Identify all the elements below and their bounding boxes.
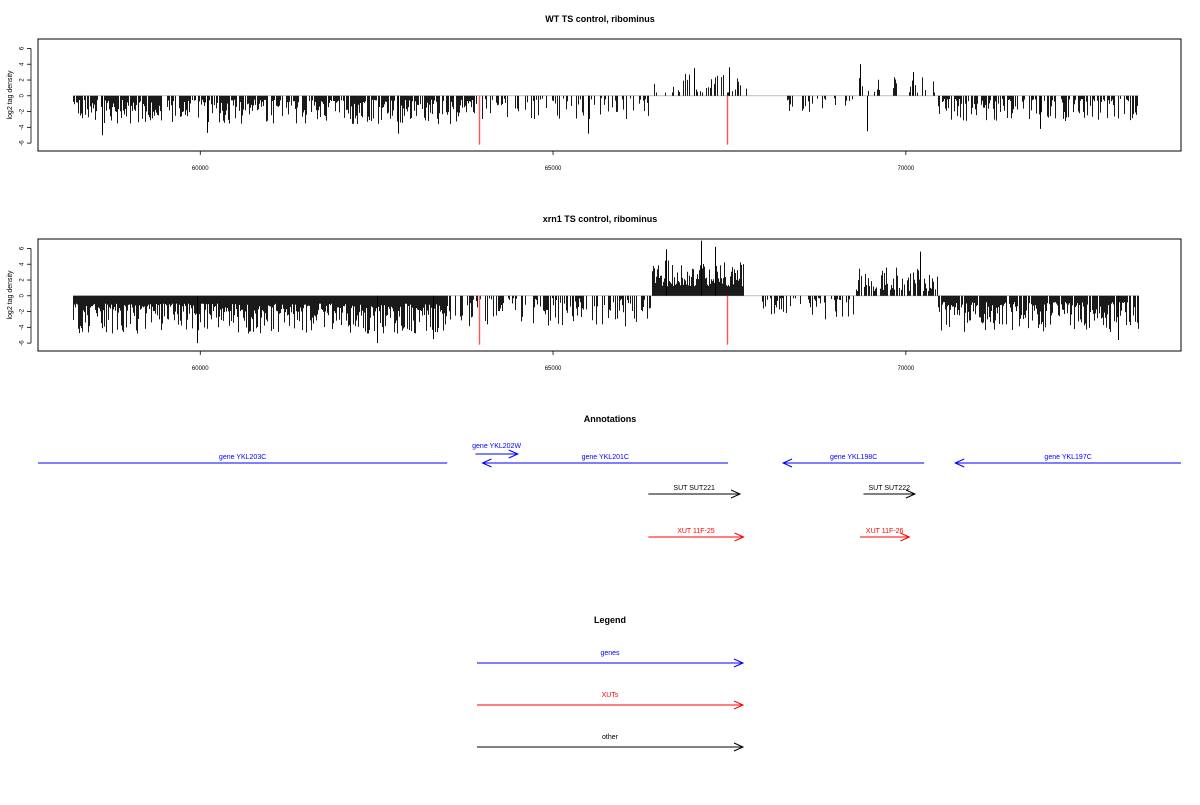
feature-arrow <box>859 532 911 542</box>
feature-arrow <box>648 489 742 499</box>
legend-item: genes <box>477 650 745 668</box>
plot-frame <box>37 38 1182 152</box>
arrow-head <box>481 458 492 468</box>
feature-label: gene YKL198C <box>830 454 877 461</box>
y-axis-label: log2 tag density <box>7 70 14 120</box>
feature-arrow <box>475 449 520 459</box>
annotation-feature: SUT SUT222 <box>863 485 917 499</box>
y-tick-label: 2 <box>20 78 26 82</box>
plot-frame <box>37 238 1182 352</box>
legend-arrow <box>477 742 745 752</box>
annotation-feature: gene YKL201C <box>481 454 729 468</box>
coverage-panel-2: xrn1 TS control, ribominus -6 -4 -2 0 2 4 6 log2… <box>7 214 1182 372</box>
x-tick-label: 65000 <box>545 366 562 372</box>
annotation-feature: gene YKL203C <box>38 454 448 464</box>
y-tick-label: -2 <box>20 108 26 114</box>
feature-label: SUT SUT221 <box>673 485 715 492</box>
density-bars <box>73 240 1139 345</box>
feature-label: gene YKL201C <box>582 454 629 461</box>
arrow-head <box>508 449 520 459</box>
y-tick-label: 4 <box>20 62 26 66</box>
legend-label: XUTs <box>602 692 619 699</box>
legend-title: Legend <box>594 615 626 625</box>
annotation-feature: gene YKL198C <box>781 454 925 468</box>
legend-item: other <box>477 734 745 752</box>
x-tick-label: 65000 <box>545 166 562 172</box>
x-axis: 60000 65000 70000 <box>192 350 915 372</box>
annotation-feature: XUT 11F-25 <box>648 528 745 542</box>
annotation-feature: SUT SUT221 <box>648 485 742 499</box>
feature-label: XUT 11F-25 <box>677 528 715 535</box>
feature-arrow <box>481 458 729 468</box>
y-tick-label: -6 <box>20 340 26 346</box>
legend-arrow <box>477 700 745 710</box>
x-tick-label: 70000 <box>897 366 914 372</box>
y-tick-label: 6 <box>20 46 26 50</box>
feature-label: gene YKL197C <box>1044 454 1091 461</box>
y-tick-label: 6 <box>20 246 26 250</box>
y-tick-label: 4 <box>20 262 26 266</box>
arrow-head <box>733 658 745 668</box>
panel-title: xrn1 TS control, ribominus <box>543 214 658 224</box>
arrow-head <box>781 458 793 468</box>
arrow-head <box>733 742 745 752</box>
y-tick-label: -2 <box>20 308 26 314</box>
arrow-head <box>900 532 911 542</box>
legend-item: XUTs <box>477 692 745 710</box>
feature-arrow <box>953 458 1181 468</box>
y-tick-label: 0 <box>20 293 26 297</box>
legend-arrow <box>477 658 745 668</box>
feature-label: XUT 11F-26 <box>866 528 904 535</box>
y-axis: -6 -4 -2 0 2 4 6 log2 tag density <box>7 246 32 346</box>
x-tick-label: 70000 <box>897 166 914 172</box>
feature-arrow <box>648 532 745 542</box>
x-tick-label: 60000 <box>192 166 209 172</box>
y-tick-label: -4 <box>20 124 26 130</box>
arrow-head <box>733 700 745 710</box>
y-tick-label: -4 <box>20 324 26 330</box>
annotation-feature: gene YKL202W <box>472 443 521 459</box>
legend-label: other <box>602 734 619 741</box>
feature-arrow <box>863 489 917 499</box>
feature-label: SUT SUT222 <box>869 485 911 492</box>
legend: Legend genes XUTs other <box>477 615 745 752</box>
y-axis-label: log2 tag density <box>7 270 14 320</box>
panel-title: WT TS control, ribominus <box>545 14 655 24</box>
arrow-head <box>734 532 745 542</box>
y-tick-label: 2 <box>20 278 26 282</box>
annotation-feature: gene YKL197C <box>953 454 1181 468</box>
feature-label: gene YKL203C <box>219 454 266 461</box>
feature-arrow <box>781 458 925 468</box>
arrow-head <box>953 458 965 468</box>
annotations-track: Annotations gene YKL203C gene YKL202W gene … <box>38 414 1181 542</box>
legend-label: genes <box>600 650 620 657</box>
annotation-feature: XUT 11F-26 <box>859 528 911 542</box>
y-axis: -6 -4 -2 0 2 4 6 log2 tag density <box>7 46 32 146</box>
y-tick-label: 0 <box>20 93 26 97</box>
x-axis: 60000 65000 70000 <box>192 150 915 172</box>
coverage-panel-1: WT TS control, ribominus -6 -4 -2 0 2 4 6 log2 t… <box>7 14 1182 172</box>
annotations-title: Annotations <box>584 414 637 424</box>
arrow-head <box>905 489 917 499</box>
density-bars <box>73 64 1138 145</box>
feature-label: gene YKL202W <box>472 443 521 450</box>
arrow-head <box>730 489 742 499</box>
y-tick-label: -6 <box>20 140 26 146</box>
x-tick-label: 60000 <box>192 366 209 372</box>
